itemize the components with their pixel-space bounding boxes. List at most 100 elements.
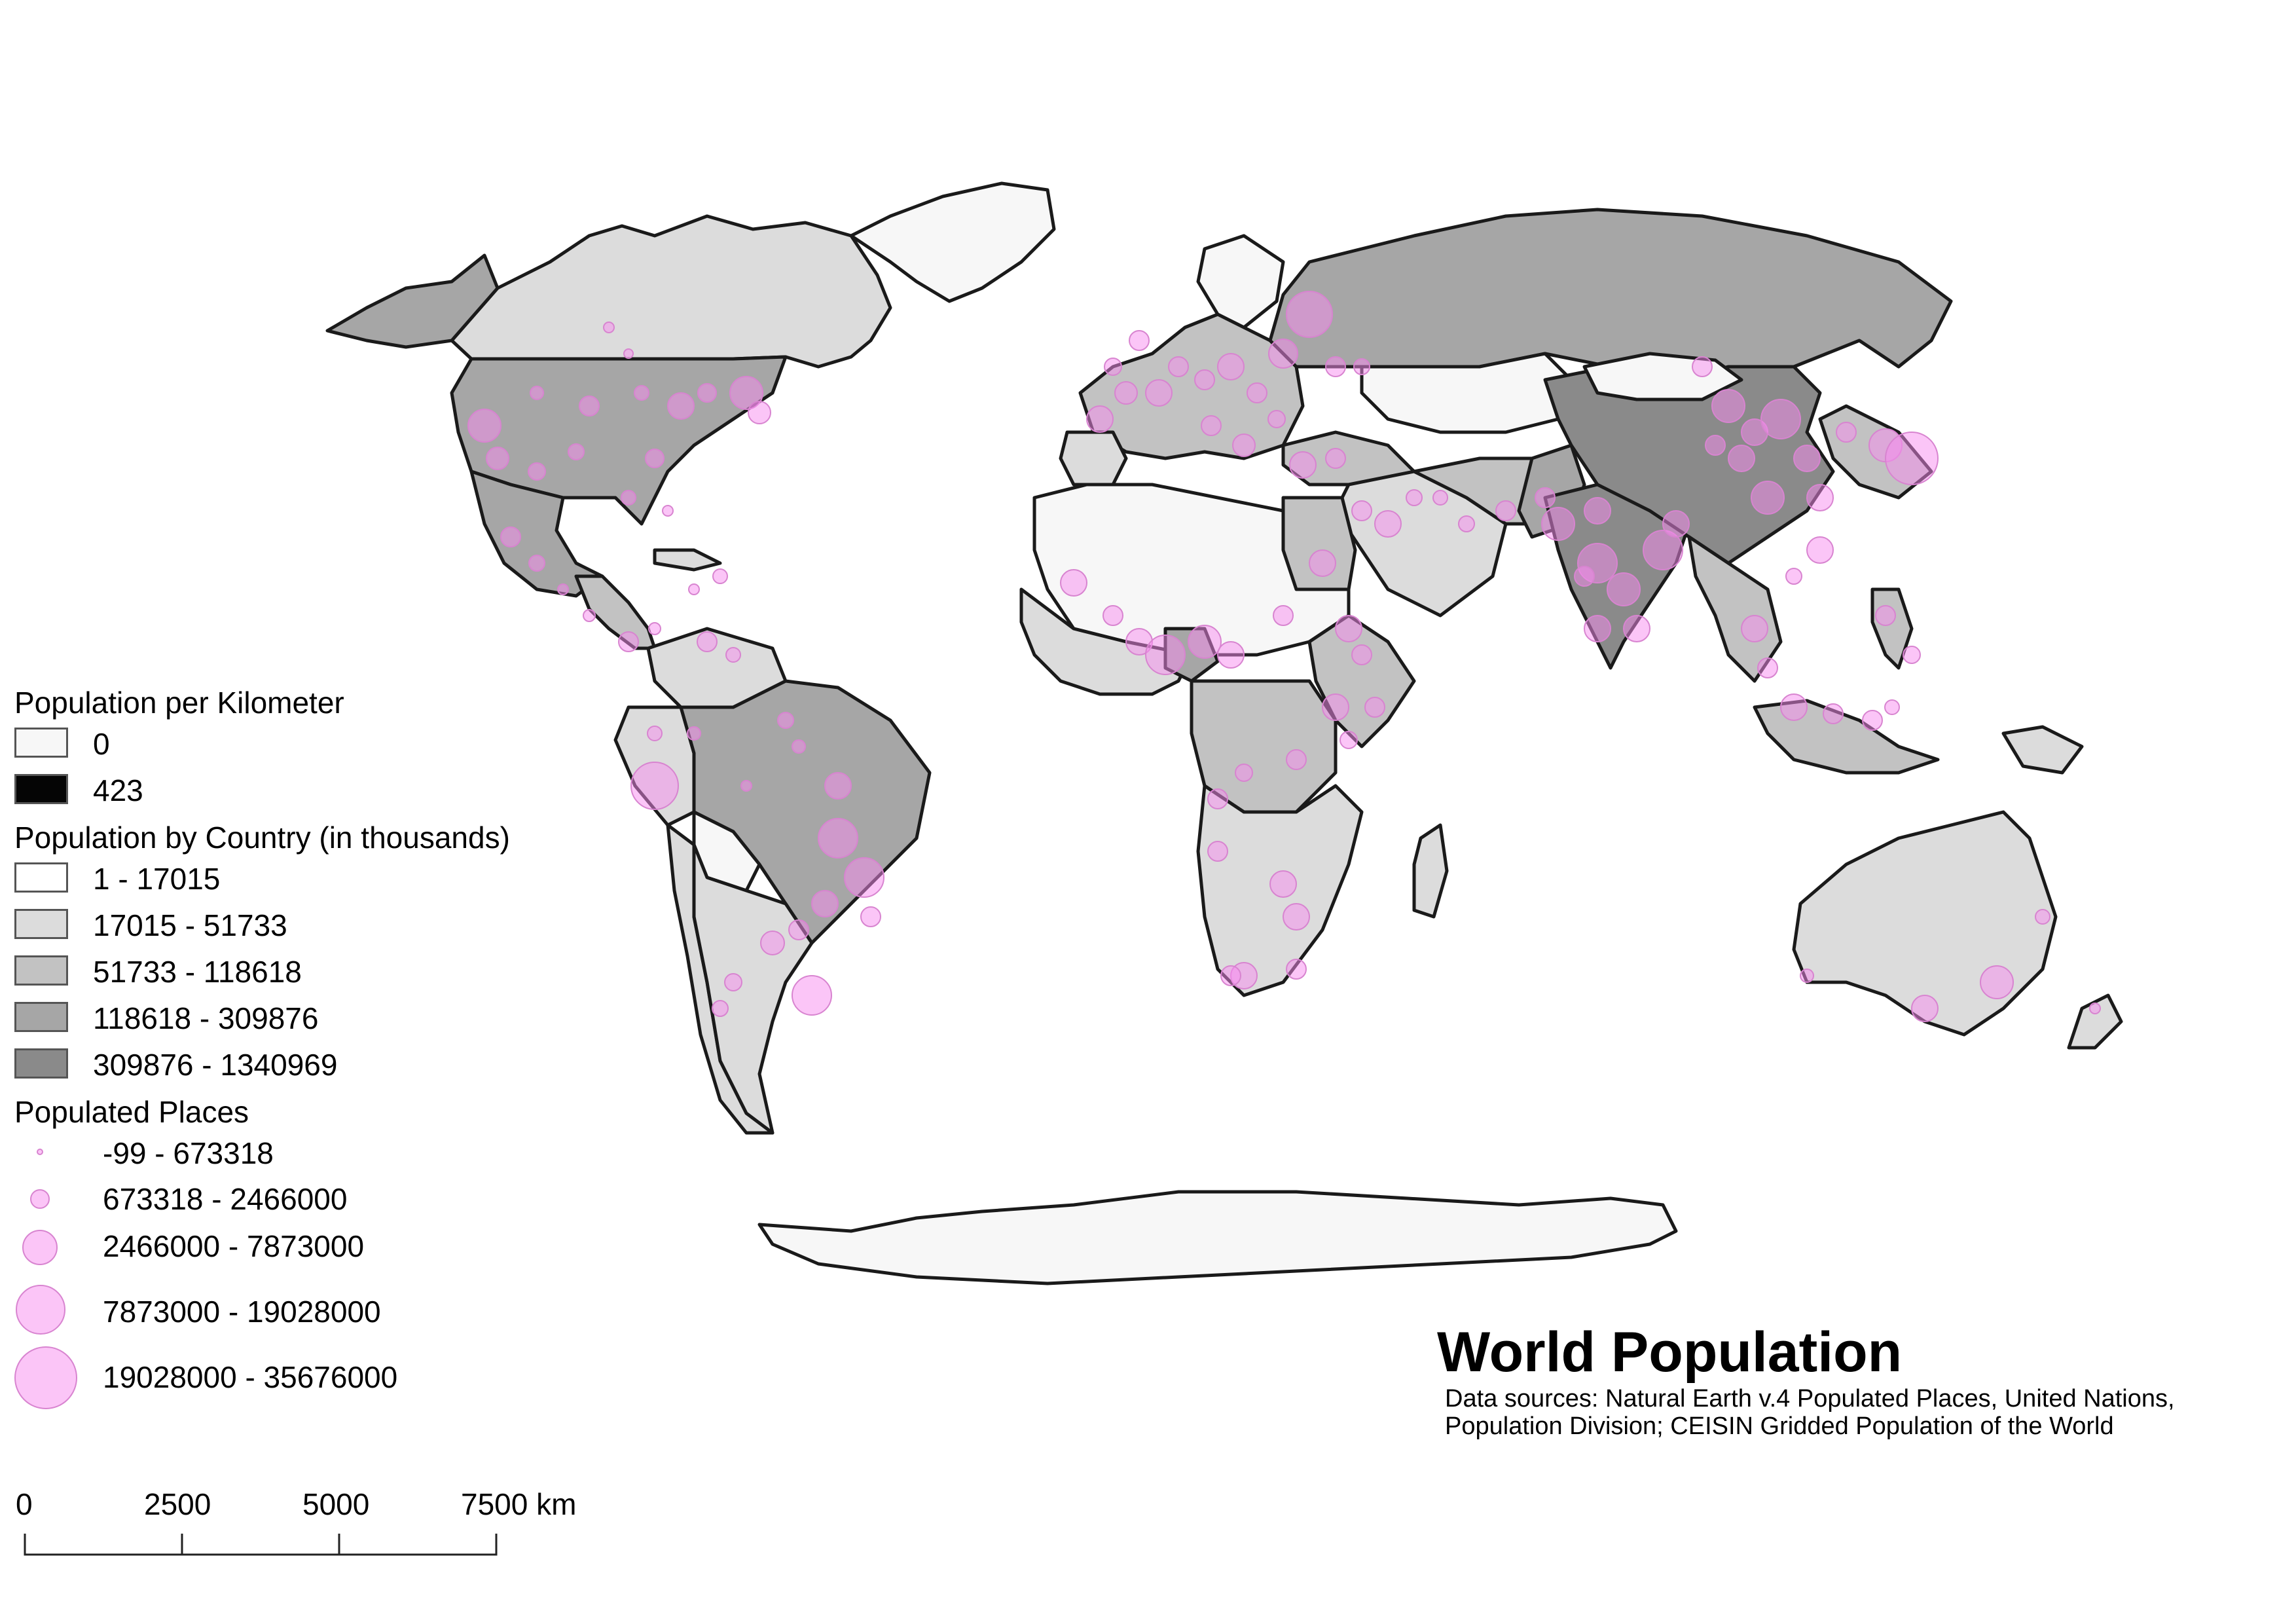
- populated-place-marker[interactable]: [1875, 605, 1896, 626]
- populated-place-marker[interactable]: [1104, 358, 1122, 376]
- populated-place-marker[interactable]: [1623, 615, 1650, 642]
- populated-place-marker[interactable]: [1662, 510, 1690, 538]
- populated-place-marker[interactable]: [1207, 841, 1228, 862]
- populated-place-marker[interactable]: [1780, 693, 1808, 721]
- country-argentina[interactable]: [692, 843, 814, 1135]
- populated-place-marker[interactable]: [697, 631, 718, 652]
- populated-place-marker[interactable]: [1114, 381, 1138, 405]
- populated-place-marker[interactable]: [2035, 909, 2050, 925]
- populated-place-marker[interactable]: [1286, 959, 1307, 980]
- populated-place-marker[interactable]: [824, 772, 852, 800]
- populated-place-marker[interactable]: [1711, 389, 1745, 423]
- populated-place-marker[interactable]: [1322, 693, 1349, 721]
- country-west-africa[interactable]: [1019, 587, 1194, 696]
- populated-place-marker[interactable]: [1823, 703, 1844, 724]
- populated-place-marker[interactable]: [712, 1000, 729, 1017]
- populated-place-marker[interactable]: [1806, 536, 1834, 564]
- populated-place-marker[interactable]: [1235, 764, 1253, 782]
- country-southeast-asia[interactable]: [1687, 535, 1783, 683]
- populated-place-marker[interactable]: [1751, 481, 1785, 515]
- populated-place-marker[interactable]: [557, 583, 569, 595]
- populated-place-marker[interactable]: [2089, 1003, 2101, 1014]
- populated-place-marker[interactable]: [760, 931, 785, 955]
- populated-place-marker[interactable]: [1806, 484, 1834, 511]
- populated-place-marker[interactable]: [1102, 605, 1123, 626]
- populated-place-marker[interactable]: [1247, 382, 1267, 403]
- country-new-zealand[interactable]: [2067, 993, 2123, 1050]
- populated-place-marker[interactable]: [1728, 445, 1755, 472]
- populated-place-marker[interactable]: [740, 780, 752, 792]
- populated-place-marker[interactable]: [486, 447, 509, 470]
- populated-place-marker[interactable]: [583, 609, 596, 622]
- populated-place-marker[interactable]: [844, 857, 884, 898]
- populated-place-marker[interactable]: [1374, 510, 1402, 538]
- populated-place-marker[interactable]: [1574, 566, 1595, 587]
- country-new-guinea[interactable]: [2001, 725, 2084, 775]
- populated-place-marker[interactable]: [618, 631, 639, 652]
- populated-place-marker[interactable]: [530, 386, 544, 400]
- populated-place-marker[interactable]: [621, 490, 636, 506]
- populated-place-marker[interactable]: [662, 505, 674, 517]
- populated-place-marker[interactable]: [1800, 969, 1814, 983]
- populated-place-marker[interactable]: [1194, 369, 1215, 390]
- populated-place-marker[interactable]: [500, 526, 521, 547]
- populated-place-marker[interactable]: [645, 449, 665, 468]
- populated-place-marker[interactable]: [697, 383, 717, 403]
- populated-place-marker[interactable]: [648, 622, 661, 635]
- populated-place-marker[interactable]: [579, 396, 600, 416]
- country-kazakhstan[interactable]: [1360, 352, 1573, 434]
- populated-place-marker[interactable]: [1217, 353, 1245, 380]
- populated-place-marker[interactable]: [729, 376, 763, 410]
- country-iberia[interactable]: [1059, 430, 1128, 487]
- populated-place-marker[interactable]: [1060, 569, 1087, 597]
- populated-place-marker[interactable]: [1168, 356, 1189, 377]
- populated-place-marker[interactable]: [1339, 731, 1358, 749]
- populated-place-marker[interactable]: [1217, 641, 1245, 669]
- populated-place-marker[interactable]: [748, 401, 771, 424]
- populated-place-marker[interactable]: [1584, 615, 1611, 642]
- populated-place-marker[interactable]: [1911, 995, 1939, 1022]
- populated-place-marker[interactable]: [1145, 635, 1186, 675]
- country-antarctica[interactable]: [757, 1190, 1678, 1285]
- populated-place-marker[interactable]: [630, 762, 679, 810]
- populated-place-marker[interactable]: [1785, 568, 1802, 585]
- populated-place-marker[interactable]: [712, 568, 728, 584]
- populated-place-marker[interactable]: [860, 906, 881, 927]
- populated-place-marker[interactable]: [1286, 291, 1333, 338]
- populated-place-marker[interactable]: [1309, 549, 1336, 577]
- country-russia[interactable]: [1268, 208, 1953, 382]
- populated-place-marker[interactable]: [1836, 422, 1857, 443]
- populated-place-marker[interactable]: [603, 322, 615, 333]
- country-canada[interactable]: [450, 214, 892, 369]
- populated-place-marker[interactable]: [1351, 500, 1372, 521]
- populated-place-marker[interactable]: [1325, 448, 1346, 469]
- populated-place-marker[interactable]: [1286, 749, 1307, 770]
- populated-place-marker[interactable]: [1289, 451, 1317, 479]
- populated-place-marker[interactable]: [1741, 615, 1768, 642]
- populated-place-marker[interactable]: [1232, 434, 1256, 457]
- country-caribbean[interactable]: [653, 548, 722, 572]
- populated-place-marker[interactable]: [1269, 870, 1297, 898]
- populated-place-marker[interactable]: [528, 462, 546, 481]
- populated-place-marker[interactable]: [818, 818, 858, 858]
- populated-place-marker[interactable]: [1201, 415, 1222, 436]
- populated-place-marker[interactable]: [1207, 788, 1228, 809]
- populated-place-marker[interactable]: [1353, 358, 1370, 375]
- populated-place-marker[interactable]: [1885, 432, 1939, 485]
- country-egypt[interactable]: [1281, 496, 1357, 591]
- populated-place-marker[interactable]: [1188, 625, 1222, 659]
- populated-place-marker[interactable]: [688, 583, 700, 595]
- populated-place-marker[interactable]: [1643, 530, 1683, 570]
- country-scandinavia[interactable]: [1196, 234, 1285, 329]
- populated-place-marker[interactable]: [1903, 646, 1921, 664]
- populated-place-marker[interactable]: [1535, 487, 1556, 508]
- populated-place-marker[interactable]: [1760, 399, 1801, 439]
- populated-place-marker[interactable]: [1584, 497, 1611, 525]
- populated-place-marker[interactable]: [1432, 490, 1448, 506]
- populated-place-marker[interactable]: [1692, 356, 1713, 377]
- populated-place-marker[interactable]: [1086, 405, 1114, 433]
- populated-place-marker[interactable]: [528, 555, 545, 572]
- populated-place-marker[interactable]: [725, 647, 741, 663]
- populated-place-marker[interactable]: [568, 443, 585, 460]
